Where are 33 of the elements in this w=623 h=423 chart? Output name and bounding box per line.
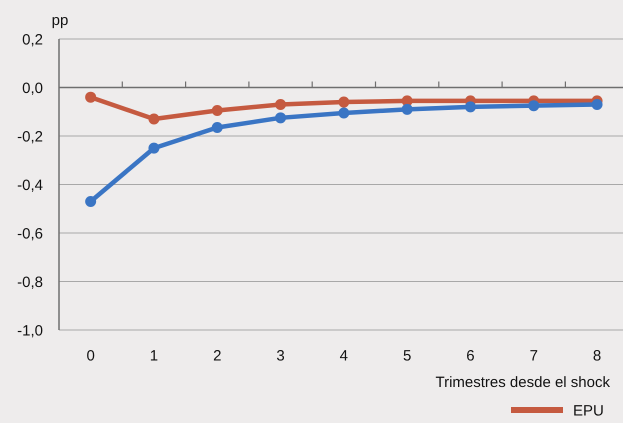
point <box>338 107 350 118</box>
y-tick-label: -0,2 <box>17 128 43 146</box>
point <box>148 142 160 154</box>
y-axis-title: pp <box>52 12 68 29</box>
x-tick-label: 8 <box>592 347 602 364</box>
y-tick-label: 0,0 <box>22 80 43 97</box>
point <box>338 96 350 108</box>
x-tick-label: 1 <box>150 347 158 364</box>
point <box>148 114 160 125</box>
y-tick-label: -0,6 <box>17 225 43 242</box>
point <box>85 196 96 207</box>
point <box>212 122 223 134</box>
point <box>275 98 286 110</box>
x-axis-title: Trimestres desde el shock <box>435 374 610 391</box>
point <box>275 112 286 124</box>
y-tick-label: -1,0 <box>17 322 43 340</box>
y-tick-label: 0,2 <box>22 31 43 48</box>
x-tick-label: 0 <box>86 347 95 364</box>
point <box>402 104 413 115</box>
point <box>464 101 476 112</box>
point <box>528 100 540 112</box>
x-tick-label: 2 <box>213 347 222 364</box>
x-tick-label: 3 <box>276 347 285 364</box>
y-tick-label: -0,4 <box>17 176 43 194</box>
y-tick-label: -0,8 <box>17 274 43 291</box>
x-tick-label: 6 <box>466 347 475 364</box>
point <box>592 98 603 110</box>
x-tick-label: 7 <box>530 347 538 364</box>
x-tick-label: 5 <box>402 347 412 364</box>
legend-label: EPU <box>573 402 604 420</box>
point <box>212 105 223 116</box>
point <box>85 92 96 103</box>
x-tick-label: 4 <box>340 347 348 364</box>
